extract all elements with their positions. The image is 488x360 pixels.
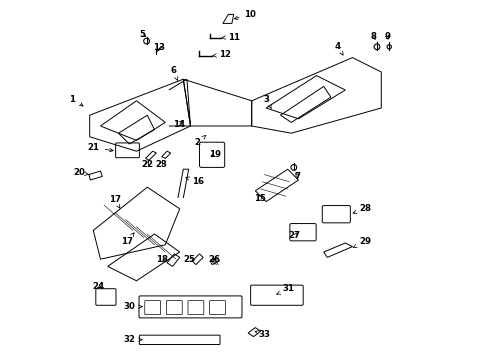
Text: 16: 16 <box>185 177 204 186</box>
Text: 20: 20 <box>74 168 88 177</box>
Text: 12: 12 <box>212 50 231 59</box>
Text: 14: 14 <box>173 120 184 129</box>
Text: 31: 31 <box>276 284 294 294</box>
Text: 10: 10 <box>234 10 256 19</box>
Text: 25: 25 <box>183 256 195 264</box>
Text: 32: 32 <box>123 335 142 343</box>
Text: 24: 24 <box>92 282 104 291</box>
Text: 5: 5 <box>139 30 145 39</box>
Text: 23: 23 <box>155 160 166 169</box>
Text: 18: 18 <box>156 256 168 264</box>
Text: 2: 2 <box>194 135 205 147</box>
Text: 7: 7 <box>294 172 300 181</box>
Text: 9: 9 <box>383 32 389 41</box>
Text: 4: 4 <box>334 42 343 55</box>
Text: 13: 13 <box>152 43 164 52</box>
Text: 6: 6 <box>170 66 178 80</box>
Text: 15: 15 <box>253 194 265 202</box>
Text: 26: 26 <box>207 256 220 264</box>
Text: 33: 33 <box>255 330 270 338</box>
Text: 1: 1 <box>69 95 83 106</box>
Text: 8: 8 <box>369 32 376 41</box>
Text: 30: 30 <box>123 302 142 311</box>
Text: 17: 17 <box>109 195 121 208</box>
Text: 17: 17 <box>121 233 134 246</box>
Text: 19: 19 <box>208 150 221 159</box>
Text: 3: 3 <box>263 95 271 109</box>
Text: 29: 29 <box>352 238 370 248</box>
Text: 28: 28 <box>352 204 371 213</box>
Text: 22: 22 <box>141 160 153 169</box>
Text: 21: 21 <box>88 143 113 152</box>
Text: 27: 27 <box>288 231 300 240</box>
Text: 11: 11 <box>222 33 240 42</box>
